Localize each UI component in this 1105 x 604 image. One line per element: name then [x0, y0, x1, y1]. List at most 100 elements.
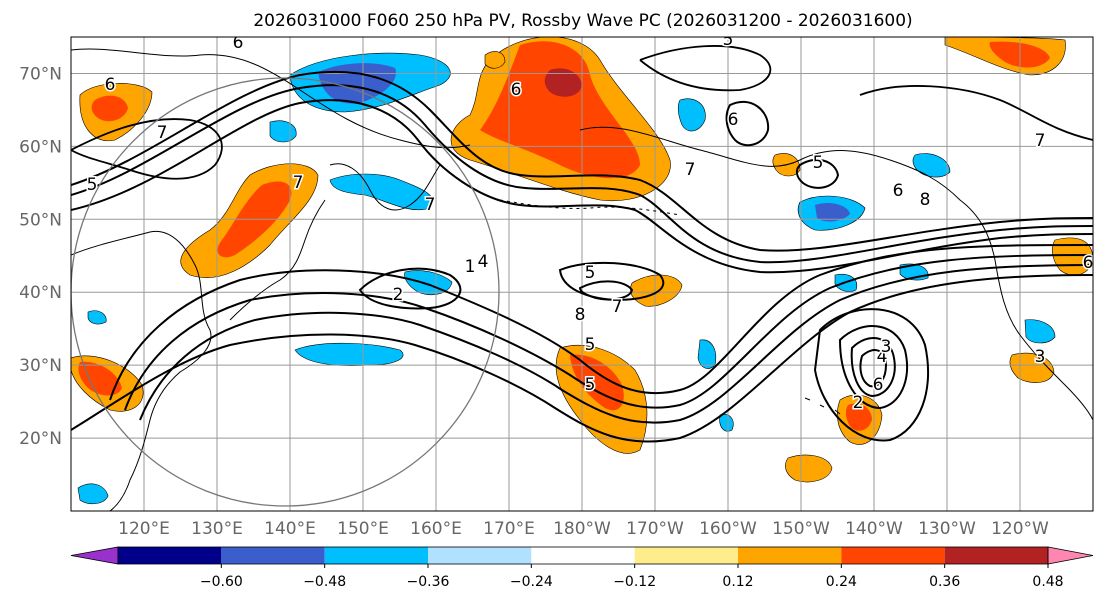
colorbar-bin [841, 547, 945, 564]
anomaly-negative-region [677, 98, 706, 132]
anomaly-positive-region [91, 95, 128, 122]
coastline-north-asia [71, 48, 471, 149]
pv-contour [139, 264, 1093, 424]
contour-label: 7 [1035, 131, 1046, 151]
contour-label: 6 [105, 75, 116, 95]
colorbar-bin [531, 547, 635, 564]
pv-contour [813, 308, 930, 442]
pv-contours [71, 45, 1093, 443]
lon-tick-label: 140°W [845, 519, 903, 539]
lon-tick-label: 150°E [337, 519, 389, 539]
contour-label: 7 [612, 297, 623, 317]
lat-tick-label: 60°N [19, 137, 62, 157]
lon-tick-label: 130°E [191, 519, 243, 539]
contour-label: 2 [393, 285, 404, 305]
colorbar-bin [634, 547, 738, 564]
contour-label: 2 [853, 393, 864, 413]
lon-tick-label: 150°W [772, 519, 830, 539]
contour-label: 8 [920, 190, 931, 210]
pv-contour [358, 267, 462, 310]
colorbar: −0.60 −0.48 −0.36 −0.24 −0.12 0.12 0.24 0.36 0.4… [70, 546, 1094, 590]
lon-tick-label: 120°W [991, 519, 1049, 539]
colorbar-bin [944, 547, 1048, 564]
colorbar-tick-label: 0.12 [722, 574, 753, 590]
longitude-axis: 120°E 130°E 140°E 150°E 160°E 170°E 180°W 170°W… [118, 519, 1049, 539]
contour-label: 7 [685, 160, 696, 180]
colorbar-tick-label: −0.36 [407, 574, 450, 590]
contour-label: 8 [575, 305, 586, 325]
lon-tick-label: 140°E [264, 519, 316, 539]
contour-label: 6 [728, 110, 739, 130]
colorbar-extend-high [1047, 546, 1094, 565]
lon-tick-label: 170°W [626, 519, 684, 539]
contour-label: 6 [873, 375, 884, 395]
anomaly-negative-region [912, 153, 951, 178]
lat-tick-label: 40°N [19, 283, 62, 303]
pv-contour [838, 325, 908, 410]
colorbar-bin [118, 547, 222, 564]
contour-label: 5 [585, 263, 596, 283]
lon-tick-label: 130°W [918, 519, 976, 539]
contour-label: 6 [1083, 253, 1094, 273]
contour-label: 7 [157, 123, 168, 143]
pv-contour [109, 244, 1093, 401]
colorbar-tick-label: −0.48 [303, 574, 346, 590]
anomaly-positive-region [480, 41, 640, 179]
highlight-circle [71, 77, 500, 507]
contour-label: 4 [478, 252, 489, 272]
colorbar-bin [324, 547, 428, 564]
colorbar-tick-label: 0.24 [826, 574, 857, 590]
lon-tick-label: 160°E [410, 519, 462, 539]
contour-label: 5 [585, 375, 596, 395]
pv-contour [725, 100, 770, 147]
colorbar-tick-label: −0.60 [200, 574, 243, 590]
pv-contour [859, 349, 888, 388]
pv-contour [795, 158, 840, 189]
lon-tick-label: 120°E [118, 519, 170, 539]
contour-label: 5 [723, 30, 734, 50]
colorbar-bin [221, 547, 325, 564]
anomaly-positive-region [544, 68, 582, 97]
pv-contour [850, 337, 896, 398]
anomaly-negative-region [87, 310, 107, 325]
anomaly-positive-region [78, 361, 122, 396]
pv-contour [639, 45, 772, 92]
lon-tick-label: 170°E [483, 519, 535, 539]
anomaly-positive-region [1009, 352, 1055, 383]
contour-label: 7 [425, 195, 436, 215]
coastline-kamchatka [329, 163, 441, 211]
colorbar-bin [428, 547, 532, 564]
coastlines [71, 48, 1093, 511]
pv-contour [71, 84, 1093, 264]
pv-contour [71, 274, 1093, 443]
coastline-alaska [579, 126, 996, 261]
lon-tick-label: 160°W [699, 519, 757, 539]
lon-tick-label: 180°W [553, 519, 611, 539]
contour-label: 6 [233, 33, 244, 53]
colorbar-tick-label: −0.12 [613, 574, 656, 590]
contour-label: 3 [1035, 347, 1046, 367]
contour-label: 3 [881, 337, 892, 357]
contour-label: 7 [293, 173, 304, 193]
coastline-east-asia [71, 230, 212, 511]
anomaly-negative-region [1024, 319, 1056, 344]
anomaly-negative-region [329, 173, 433, 211]
pv-contour [124, 254, 1093, 411]
anomaly-positive-region [570, 354, 624, 411]
contour-label: 4 [877, 347, 888, 367]
colorbar-frame [117, 546, 1049, 565]
anomaly-positive-region [845, 403, 872, 431]
lat-tick-label: 50°N [19, 210, 62, 230]
pv-contour [558, 261, 665, 302]
contour-label: 5 [87, 175, 98, 195]
lat-tick-label: 70°N [19, 64, 62, 84]
pv-contour [578, 280, 634, 301]
coastline-hawaii [804, 397, 841, 415]
colorbar-tick-label: −0.24 [510, 574, 553, 590]
map-title: 2026031000 F060 250 hPa PV, Rossby Wave … [253, 11, 912, 31]
coastline-north-america-west [994, 259, 1093, 421]
pv-contour [71, 70, 1093, 252]
lat-tick-label: 20°N [19, 429, 62, 449]
